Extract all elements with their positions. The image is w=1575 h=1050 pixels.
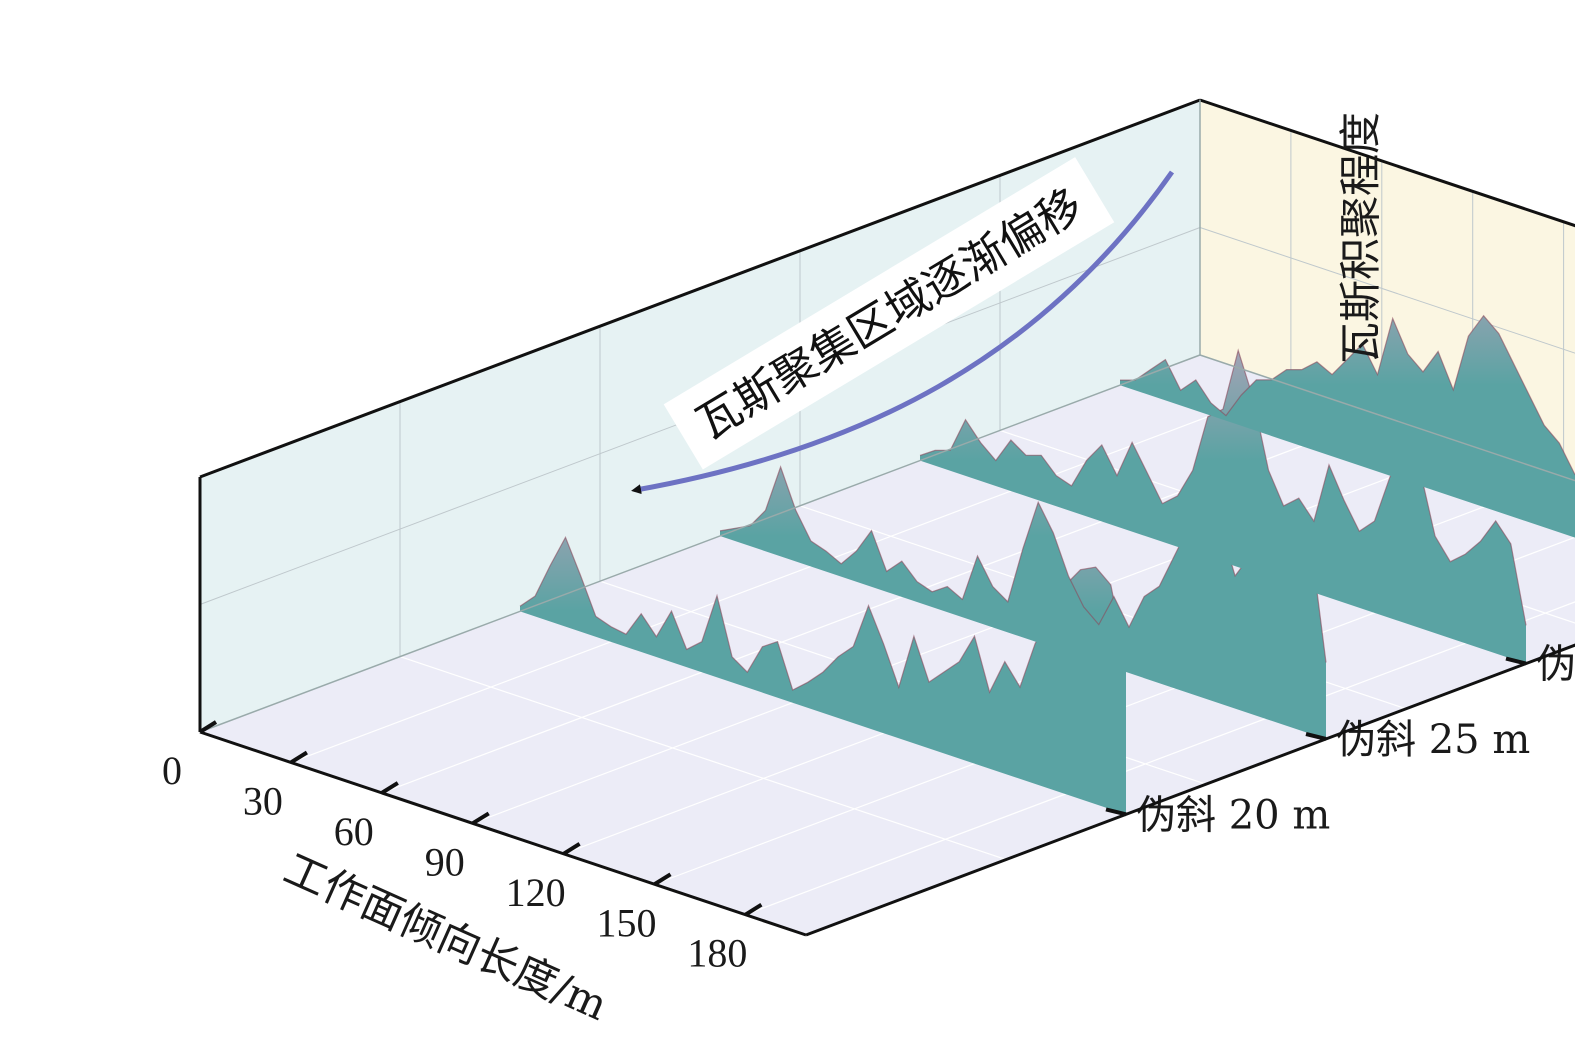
box-edge (199, 354, 1201, 733)
series-line (919, 348, 1527, 626)
wall-gridline (1199, 227, 1575, 354)
floor-gridline (399, 656, 1007, 861)
row-tick (1505, 656, 1527, 666)
series-4 (1120, 314, 1575, 538)
x-tick (198, 720, 218, 734)
row-tick (1305, 732, 1327, 741)
series-area (520, 537, 1126, 815)
box-edge (1199, 354, 1575, 482)
series-label: 伪斜 20 m (1136, 792, 1330, 838)
series-3 (919, 348, 1527, 664)
row-tick (1105, 807, 1127, 817)
series-area (1120, 315, 1575, 538)
plot-box-front (198, 98, 1575, 937)
series-1 (519, 535, 1127, 815)
x-tick-label: 60 (334, 809, 374, 854)
series-layer: 伪斜 20 m伪斜 25 m伪斜 30 m伪斜 35 m (519, 314, 1575, 838)
x-tick-label: 150 (597, 900, 657, 945)
box-edge (805, 643, 1575, 937)
x-tick-label: 0 (162, 748, 182, 793)
z-axis-label: 瓦斯积聚程度 (1336, 112, 1385, 364)
floor-gridline (745, 601, 1575, 916)
x-tick (653, 872, 672, 886)
series-line (1120, 314, 1575, 476)
annotation-box (663, 157, 1115, 470)
x-tick (744, 903, 763, 917)
x-tick (562, 842, 581, 856)
series-area (720, 467, 1326, 739)
shift-arrow (631, 170, 1175, 495)
box-edge (199, 730, 807, 937)
series-area (920, 350, 1526, 664)
x-tick (380, 781, 399, 795)
floor-gridline (290, 384, 1292, 764)
x-tick-label: 90 (425, 839, 465, 884)
series-label: 伪斜 30 m (1536, 642, 1575, 688)
x-tick-label: 180 (687, 931, 747, 976)
x-tick (471, 811, 490, 826)
box-edge (199, 98, 1201, 479)
series-line (519, 535, 1127, 694)
series-label: 伪斜 25 m (1336, 717, 1530, 763)
tick-layer: 030609012015018000.51.0 (162, 720, 763, 976)
x-tick-label: 30 (243, 779, 283, 824)
box-edge (1199, 98, 1575, 228)
x-tick-label: 120 (506, 870, 566, 915)
x-tick (289, 750, 308, 765)
